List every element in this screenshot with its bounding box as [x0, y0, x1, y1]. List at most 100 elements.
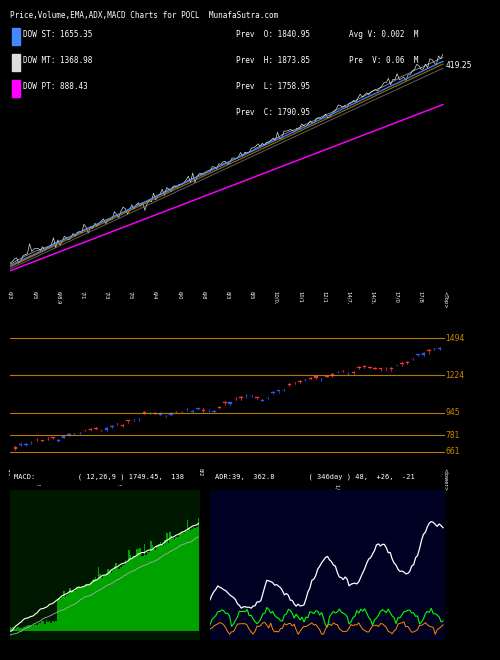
Bar	[56, 601, 58, 631]
Bar	[50, 623, 52, 631]
Bar	[114, 566, 116, 631]
Bar	[156, 545, 158, 631]
Bar	[22, 628, 24, 631]
Text: 6/3,8,2: 6/3,8,2	[116, 468, 121, 486]
Bar	[193, 527, 194, 631]
Bar	[101, 578, 102, 631]
Bar	[146, 554, 147, 631]
Bar	[130, 555, 131, 631]
Bar	[170, 537, 172, 631]
Bar	[40, 623, 41, 631]
Text: 419.25: 419.25	[446, 61, 472, 70]
Bar	[68, 594, 70, 631]
Bar	[177, 537, 178, 631]
Bar	[139, 548, 140, 631]
Text: Prev  L: 1758.95: Prev L: 1758.95	[236, 82, 310, 91]
Bar	[24, 627, 25, 631]
Bar	[125, 560, 126, 631]
Text: Pre  V: 0.06  M: Pre V: 0.06 M	[350, 56, 418, 65]
Bar	[20, 628, 22, 631]
Bar	[76, 587, 78, 631]
Bar	[38, 622, 40, 631]
Bar	[169, 532, 170, 631]
Text: DOW PT: 888.43: DOW PT: 888.43	[23, 82, 88, 91]
Bar	[362, 366, 366, 368]
Bar	[12, 626, 14, 631]
Bar	[112, 570, 114, 631]
Bar	[155, 550, 156, 631]
Bar	[188, 528, 190, 631]
Bar	[176, 537, 177, 631]
Bar	[190, 530, 192, 631]
Bar	[74, 591, 76, 631]
Bar	[330, 374, 334, 376]
Bar	[118, 568, 120, 631]
Text: Prev  C: 1790.95: Prev C: 1790.95	[236, 108, 310, 117]
Bar	[46, 620, 47, 631]
Bar	[85, 583, 87, 631]
Bar	[14, 629, 16, 631]
Bar	[90, 583, 92, 631]
Bar	[66, 595, 68, 631]
Bar	[168, 543, 169, 631]
Bar	[126, 420, 130, 421]
Text: 6/4: 6/4	[152, 291, 158, 300]
Text: <lower>: <lower>	[442, 468, 448, 491]
Bar	[186, 519, 188, 631]
Bar	[277, 390, 280, 391]
Text: DOW ST: 1655.35: DOW ST: 1655.35	[23, 30, 92, 39]
Bar	[11, 628, 13, 631]
Text: 8/3: 8/3	[280, 468, 284, 477]
Bar	[180, 533, 182, 631]
Text: 781: 781	[446, 431, 460, 440]
Bar	[117, 568, 118, 631]
Bar	[192, 529, 193, 631]
Bar	[93, 579, 94, 631]
Text: 1494: 1494	[446, 334, 465, 343]
Bar	[432, 348, 436, 349]
Bar	[120, 566, 122, 631]
Bar	[98, 566, 100, 631]
Bar	[314, 376, 318, 378]
Bar	[87, 585, 88, 631]
Bar	[104, 576, 106, 631]
Bar	[228, 402, 232, 404]
Bar	[62, 436, 66, 438]
Text: 7/5: 7/5	[128, 291, 134, 300]
Bar	[136, 549, 138, 631]
Text: 6/5: 6/5	[8, 468, 12, 477]
Bar	[47, 622, 49, 631]
Bar	[325, 376, 328, 377]
Bar	[131, 559, 132, 631]
Bar	[110, 573, 112, 631]
Bar	[84, 586, 85, 631]
Bar	[49, 620, 50, 631]
Bar	[132, 556, 134, 631]
Bar	[140, 556, 142, 631]
Bar	[239, 397, 242, 398]
Bar	[62, 597, 63, 631]
Bar	[82, 587, 84, 631]
Bar	[194, 528, 196, 631]
Bar	[147, 552, 148, 631]
Text: 661: 661	[446, 447, 460, 456]
Bar	[14, 447, 17, 449]
Bar	[71, 590, 72, 631]
Bar	[148, 552, 150, 631]
Text: 9/7: 9/7	[252, 468, 257, 477]
Text: 6/3: 6/3	[8, 291, 12, 300]
Text: 6/8,9,10: 6/8,9,10	[56, 291, 61, 313]
Bar	[12, 53, 20, 71]
Bar	[18, 628, 20, 631]
Text: Prev  O: 1840.95: Prev O: 1840.95	[236, 30, 310, 39]
Bar	[128, 550, 130, 631]
Bar	[170, 413, 173, 414]
Bar	[202, 410, 205, 411]
Text: 6/5: 6/5	[32, 291, 36, 300]
Bar	[105, 428, 108, 430]
Bar	[79, 585, 80, 631]
Bar	[122, 565, 123, 631]
Bar	[438, 348, 442, 349]
Text: Avg V: 0.002  M: Avg V: 0.002 M	[350, 30, 418, 39]
Bar	[178, 533, 180, 631]
